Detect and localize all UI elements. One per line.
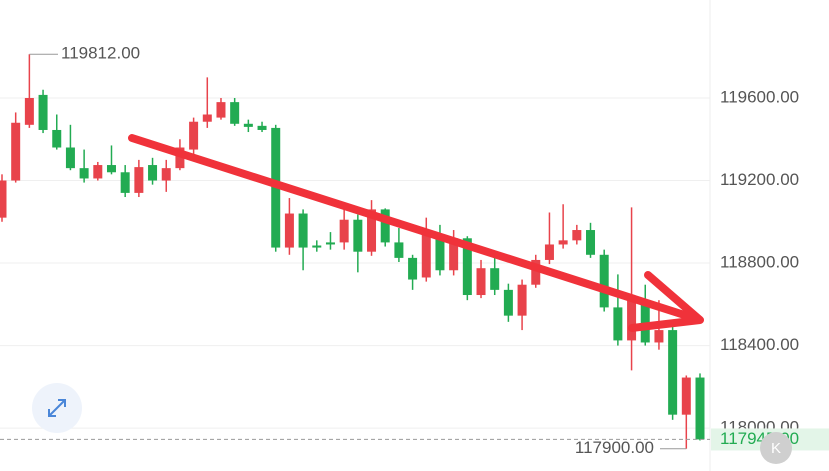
candle-body (175, 147, 185, 169)
candle-body (284, 213, 294, 248)
candle-body (257, 125, 267, 130)
trend-arrow (128, 134, 704, 332)
expand-button[interactable] (32, 383, 82, 433)
logo-button[interactable]: K (760, 432, 792, 464)
candle-body (558, 240, 568, 245)
candle-body (613, 307, 623, 341)
candle-body (93, 165, 103, 179)
candle-body (681, 377, 691, 415)
candle-body (394, 242, 404, 258)
candle-body (353, 219, 363, 252)
candle-body (298, 213, 308, 248)
candle-body (654, 330, 664, 343)
candle-body (449, 238, 459, 271)
candle-body (572, 230, 582, 241)
candle-body (24, 97, 34, 125)
candle-body (531, 259, 541, 285)
y-tick-label: 119600.00 (720, 87, 799, 106)
candle-body (421, 232, 431, 278)
low-marker-label: 117900.00 (575, 438, 654, 457)
candle-body (134, 167, 144, 193)
candle-body (52, 129, 62, 148)
candle-body (189, 121, 199, 150)
y-tick-label: 118800.00 (720, 253, 799, 272)
candle-body (148, 165, 158, 181)
candle-body (161, 168, 171, 181)
candle-body (503, 289, 513, 316)
candle-body (695, 377, 705, 440)
candle-body (599, 254, 609, 308)
candle-body (11, 122, 21, 181)
candle-body (312, 245, 322, 248)
high-marker-label: 119812.00 (61, 44, 140, 63)
candle-body (408, 257, 418, 280)
candle-body (79, 168, 89, 179)
svg-text:K: K (771, 440, 781, 457)
candle-body (517, 284, 527, 316)
candle-body (65, 147, 75, 169)
candle-body (586, 230, 596, 255)
y-tick-label: 119200.00 (720, 170, 799, 189)
candle-body (202, 114, 212, 122)
candle-body (640, 300, 650, 343)
plot: 118000.00118400.00118800.00119200.001196… (0, 44, 829, 457)
candle-body (462, 238, 472, 296)
candle-body (627, 300, 637, 341)
y-tick-label: 118400.00 (720, 335, 799, 354)
candle-body (490, 268, 500, 290)
candle-body (380, 209, 390, 243)
candle-body (0, 180, 7, 218)
candle-body (435, 235, 445, 271)
candle-body (325, 242, 335, 245)
candle-body (106, 165, 116, 173)
candle-body (230, 102, 240, 124)
candle-body (476, 268, 486, 296)
candle-body (38, 94, 48, 130)
candle-body (216, 102, 226, 118)
candle-body (668, 330, 678, 415)
candle-body (544, 244, 554, 260)
candle-body (367, 209, 377, 252)
candle-body (339, 219, 349, 243)
candle-body (120, 172, 130, 193)
candle-body (243, 123, 253, 127)
